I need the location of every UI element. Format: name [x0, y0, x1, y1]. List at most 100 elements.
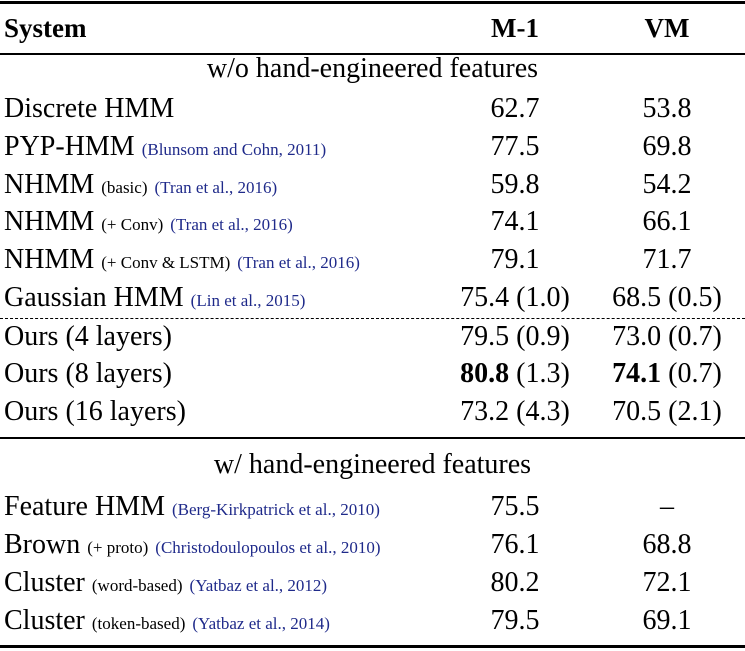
vm-std: (0.7) — [668, 358, 722, 390]
vm-cell: 66.1 — [567, 204, 745, 240]
vm-cell: – — [567, 489, 745, 525]
section-heading: w/o hand-engineered features — [206, 53, 539, 84]
m1-cell: 80.2 — [415, 565, 615, 601]
system-cell: Brown (+ proto) (Christodoulopoulos et a… — [4, 527, 381, 563]
vm-value: 68.8 — [642, 529, 692, 560]
m1-value: 79.1 — [490, 244, 540, 276]
citation: (Yatbaz et al., 2014) — [192, 614, 330, 633]
m1-cell: 73.2 (4.3) — [415, 394, 615, 430]
system-cell: Gaussian HMM (Lin et al., 2015) — [4, 280, 305, 316]
vm-cell: 68.5 (0.5) — [567, 280, 745, 316]
m1-std: (1.0) — [516, 282, 570, 313]
m1-value: 80.2 — [490, 567, 540, 598]
system-cell: Cluster (word-based) (Yatbaz et al., 201… — [4, 565, 327, 601]
header-system: System — [4, 13, 87, 43]
m1-value: 75.5 — [490, 491, 540, 522]
citation: (Christodoulopoulos et al., 2010) — [155, 538, 381, 557]
m1-value: 74.1 — [490, 206, 540, 238]
system-note: (+ Conv) — [101, 215, 164, 235]
top-rule — [0, 1, 745, 4]
vm-value: 69.1 — [642, 605, 692, 636]
vm-cell: 74.1 (0.7) — [567, 356, 745, 392]
m1-cell: 75.5 — [415, 489, 615, 525]
m1-std: (0.9) — [516, 321, 570, 352]
vm-value: 54.2 — [642, 168, 692, 200]
vm-cell: 53.8 — [567, 91, 745, 127]
vm-cell: 68.8 — [567, 527, 745, 563]
system-cell: NHMM (+ Conv) (Tran et al., 2016) — [4, 204, 293, 240]
bottom-rule — [0, 645, 745, 648]
vm-cell: 69.8 — [567, 129, 745, 165]
header-vm: VM — [644, 13, 690, 43]
system-note: (basic) — [101, 177, 148, 197]
system-cell: PYP-HMM (Blunsom and Cohn, 2011) — [4, 129, 326, 165]
m1-cell: 79.5 — [415, 603, 615, 639]
m1-value: 80.8 — [460, 358, 510, 390]
m1-cell: 59.8 — [415, 167, 615, 203]
system-cell: NHMM (basic) (Tran et al., 2016) — [4, 167, 277, 203]
citation: (Blunsom and Cohn, 2011) — [141, 139, 327, 159]
m1-cell: 76.1 — [415, 527, 615, 563]
m1-cell: 80.8 (1.3) — [415, 356, 615, 392]
header-m1: M-1 — [491, 13, 539, 43]
system-name: Cluster — [4, 567, 85, 598]
citation: (Tran et al., 2016) — [170, 215, 293, 235]
m1-cell: 79.5 (0.9) — [415, 319, 615, 355]
m1-value: 59.8 — [490, 168, 540, 200]
m1-cell: 74.1 — [415, 204, 615, 240]
m1-cell: 77.5 — [415, 129, 615, 165]
vm-value: 74.1 — [612, 358, 662, 390]
m1-std: (4.3) — [516, 395, 570, 427]
system-cell: Feature HMM (Berg-Kirkpatrick et al., 20… — [4, 489, 380, 525]
system-name: Brown — [4, 529, 81, 560]
vm-cell: 71.7 — [567, 242, 745, 278]
m1-std: (1.3) — [516, 358, 570, 390]
m1-cell: 75.4 (1.0) — [415, 280, 615, 316]
system-name: Ours (16 layers) — [4, 395, 186, 427]
m1-value: 79.5 — [490, 605, 540, 636]
system-note: (word-based) — [91, 576, 183, 595]
citation: (Lin et al., 2015) — [190, 291, 306, 310]
system-cell: Ours (16 layers) — [4, 394, 186, 430]
system-cell: Discrete HMM — [4, 91, 174, 127]
system-name: Ours (8 layers) — [4, 358, 172, 390]
system-name: Ours (4 layers) — [4, 321, 172, 352]
system-name: PYP-HMM — [4, 130, 135, 162]
m1-cell: 62.7 — [415, 91, 615, 127]
m1-value: 76.1 — [490, 529, 540, 560]
system-name: Feature HMM — [4, 491, 165, 522]
m1-value: 73.2 — [460, 395, 510, 427]
system-cell: Cluster (token-based) (Yatbaz et al., 20… — [4, 603, 330, 639]
citation: (Berg-Kirkpatrick et al., 2010) — [171, 500, 380, 519]
system-note: (+ Conv & LSTM) — [101, 253, 231, 273]
system-cell: Ours (8 layers) — [4, 356, 172, 392]
section-rule — [0, 437, 745, 439]
system-name: Discrete HMM — [4, 93, 175, 124]
system-name: NHMM — [4, 244, 95, 276]
m1-value: 77.5 — [490, 130, 540, 162]
vm-std: (0.5) — [668, 282, 722, 313]
system-cell: Ours (4 layers) — [4, 319, 172, 355]
header-rule — [0, 53, 745, 55]
section-heading: w/ hand-engineered features — [213, 449, 532, 480]
system-note: (+ proto) — [87, 538, 149, 557]
m1-value: 79.5 — [460, 321, 510, 352]
vm-value: 69.8 — [642, 130, 692, 162]
vm-value: 68.5 — [612, 282, 662, 313]
m1-value: 75.4 — [460, 282, 510, 313]
vm-std: (2.1) — [668, 395, 722, 427]
system-cell: NHMM (+ Conv & LSTM) (Tran et al., 2016) — [4, 242, 360, 278]
system-name: NHMM — [4, 168, 95, 200]
citation: (Tran et al., 2016) — [237, 253, 360, 273]
vm-value: 71.7 — [642, 244, 692, 276]
system-name: NHMM — [4, 206, 95, 238]
vm-cell: 69.1 — [567, 603, 745, 639]
citation: (Yatbaz et al., 2012) — [189, 576, 328, 595]
m1-value: 62.7 — [490, 93, 540, 124]
m1-cell: 79.1 — [415, 242, 615, 278]
vm-cell: 72.1 — [567, 565, 745, 601]
vm-std: (0.7) — [668, 321, 722, 352]
vm-value: 73.0 — [612, 321, 662, 352]
vm-value: 66.1 — [642, 206, 692, 238]
